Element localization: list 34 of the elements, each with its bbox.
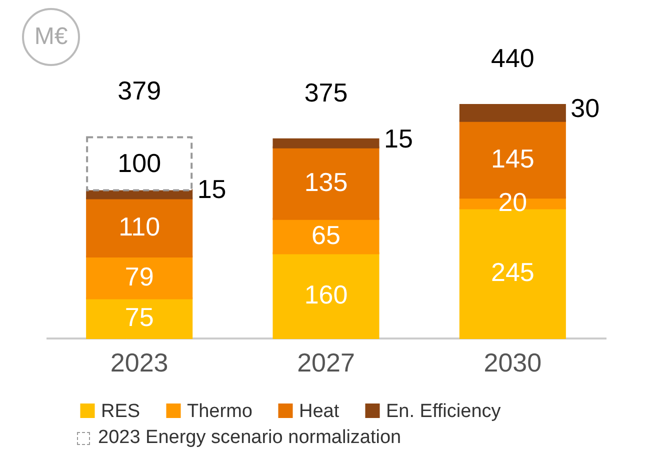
data-label: 160 xyxy=(304,280,348,310)
bar xyxy=(86,197,193,258)
bar xyxy=(86,136,193,192)
bar xyxy=(272,146,380,220)
data-label: 75 xyxy=(124,302,154,332)
data-label: 145 xyxy=(490,143,534,174)
data-label: 65 xyxy=(312,220,340,250)
total-label: 375 xyxy=(304,77,348,108)
data-label: 100 xyxy=(118,148,162,178)
x-tick-label: 2030 xyxy=(484,348,542,378)
data-label: 20 xyxy=(498,186,528,217)
bar xyxy=(272,218,380,254)
data-label: 245 xyxy=(490,257,534,288)
x-tick-label: 2027 xyxy=(297,348,355,378)
bar xyxy=(86,297,193,339)
data-label: 15 xyxy=(197,174,226,204)
legend-label: RES xyxy=(101,400,140,422)
total-label: 440 xyxy=(490,43,534,73)
bar xyxy=(272,138,380,148)
total-label: 379 xyxy=(118,75,162,106)
unit-badge: M€ xyxy=(22,8,80,66)
bar xyxy=(459,104,566,122)
x-tick-label: 2023 xyxy=(110,348,168,378)
data-label: 135 xyxy=(304,167,348,198)
legend-label: En. Efficiency xyxy=(386,400,502,422)
data-label: 15 xyxy=(384,123,413,154)
data-label: 30 xyxy=(570,92,600,123)
data-label: 110 xyxy=(118,211,160,242)
legend-label: 2023 Energy scenario normalization xyxy=(98,427,402,449)
legend-label: Thermo xyxy=(187,400,252,422)
data-label: 79 xyxy=(124,261,154,292)
bar xyxy=(272,252,380,339)
legend-label: Heat xyxy=(299,400,340,422)
bar xyxy=(86,255,193,300)
